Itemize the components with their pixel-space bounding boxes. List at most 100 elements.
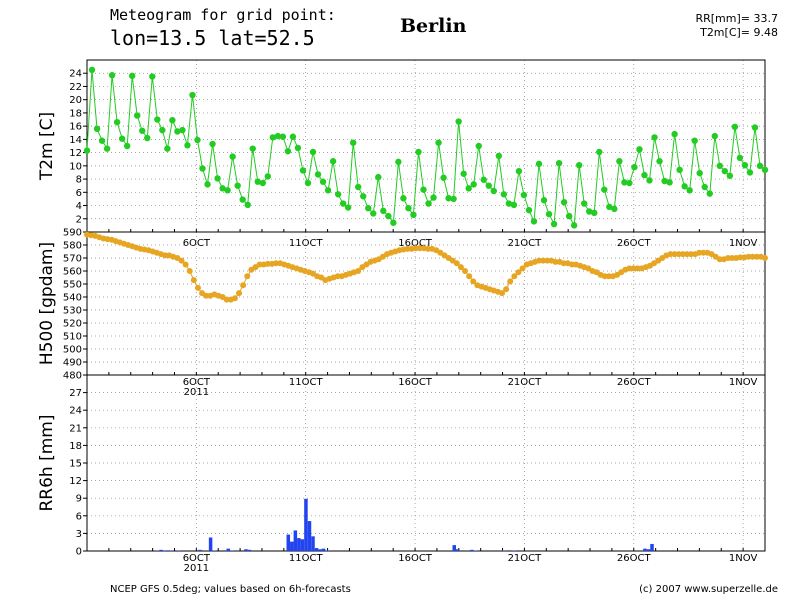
data-point xyxy=(646,177,653,184)
x-tick-label: 1NOV xyxy=(729,238,758,249)
data-point xyxy=(98,137,106,144)
data-point xyxy=(182,261,189,268)
data-point xyxy=(231,295,238,302)
data-bar xyxy=(297,538,301,551)
data-point xyxy=(103,145,111,152)
copyright-note: (c) 2007 www.superzelle.de xyxy=(639,584,778,595)
data-point xyxy=(671,130,678,138)
data-point xyxy=(164,145,171,152)
data-point xyxy=(601,273,608,280)
data-point xyxy=(749,253,756,260)
data-point xyxy=(214,175,221,182)
data-point xyxy=(199,165,206,172)
data-point xyxy=(495,152,503,160)
data-point xyxy=(519,265,526,272)
data-point xyxy=(503,286,510,293)
y-axis-label: RR6h [mm] xyxy=(37,414,57,511)
data-point xyxy=(309,148,317,156)
y-tick-label: 15 xyxy=(69,459,82,470)
data-point xyxy=(249,145,256,152)
data-point xyxy=(525,206,533,214)
data-point xyxy=(510,201,518,209)
y-axis-label: H500 [gpdam] xyxy=(37,242,57,365)
data-point xyxy=(737,254,744,261)
data-point xyxy=(696,249,703,256)
data-point xyxy=(410,211,417,218)
data-point xyxy=(466,273,473,280)
data-point xyxy=(550,220,558,228)
data-bar xyxy=(643,548,647,551)
y-tick-label: 18 xyxy=(69,441,82,452)
data-bar xyxy=(325,550,329,551)
data-point xyxy=(355,268,362,274)
data-point xyxy=(169,117,176,124)
data-bar xyxy=(650,543,654,551)
data-point xyxy=(555,160,563,167)
data-bar xyxy=(244,549,248,551)
y-tick-label: 530 xyxy=(63,306,82,317)
data-point xyxy=(400,195,407,202)
data-point xyxy=(706,190,713,197)
data-point xyxy=(661,177,668,185)
data-point xyxy=(700,249,707,256)
data-point xyxy=(129,72,136,80)
data-point xyxy=(360,193,367,200)
data-point xyxy=(560,260,567,267)
data-bar xyxy=(230,550,234,551)
y-tick-label: 24 xyxy=(69,69,82,80)
x-tick-label: 16OCT xyxy=(398,238,433,249)
data-point xyxy=(149,73,156,80)
data-point xyxy=(284,148,292,155)
x-tick-label: 16OCT xyxy=(398,377,433,388)
data-point xyxy=(596,148,603,156)
data-point xyxy=(244,273,251,280)
y-tick-label: 9 xyxy=(76,494,82,505)
data-point xyxy=(179,126,186,134)
data-point xyxy=(314,171,322,178)
data-point xyxy=(756,162,764,170)
city-name: Berlin xyxy=(400,15,467,37)
y-tick-label: 14 xyxy=(69,135,82,146)
data-point xyxy=(83,147,91,154)
data-point xyxy=(691,137,698,144)
y-tick-label: 490 xyxy=(63,358,82,369)
data-point xyxy=(745,253,752,260)
y-tick-label: 580 xyxy=(63,241,82,252)
data-point xyxy=(174,128,181,135)
data-point xyxy=(485,182,492,189)
x-tick-label: 21OCT xyxy=(508,238,543,249)
data-point xyxy=(415,148,422,156)
data-point xyxy=(530,218,538,225)
data-bar xyxy=(512,550,517,551)
y-tick-label: 6 xyxy=(76,188,82,199)
y-tick-label: 24 xyxy=(69,406,82,417)
data-point xyxy=(651,134,658,141)
data-point xyxy=(656,158,663,165)
data-point xyxy=(239,196,246,203)
data-point xyxy=(184,142,191,149)
data-point xyxy=(118,135,126,142)
data-point xyxy=(219,185,226,192)
y-tick-label: 6 xyxy=(76,511,82,522)
data-point xyxy=(189,91,196,99)
y-tick-label: 520 xyxy=(63,319,82,330)
y-axis-label: T2m [C] xyxy=(37,112,57,181)
data-point xyxy=(264,260,271,267)
data-point xyxy=(370,210,377,217)
data-point xyxy=(505,200,513,207)
data-point xyxy=(611,205,618,213)
data-point xyxy=(535,160,543,168)
data-point xyxy=(139,127,146,134)
data-point xyxy=(671,251,678,258)
y-tick-label: 22 xyxy=(69,82,82,93)
data-bar xyxy=(290,541,294,551)
data-point xyxy=(209,140,216,148)
data-point xyxy=(324,187,332,194)
data-point xyxy=(223,296,230,303)
data-point xyxy=(190,277,197,284)
data-point xyxy=(203,292,210,299)
data-point xyxy=(178,257,185,264)
data-point xyxy=(204,181,211,188)
y-tick-label: 4 xyxy=(76,201,82,212)
data-bar xyxy=(159,549,163,551)
